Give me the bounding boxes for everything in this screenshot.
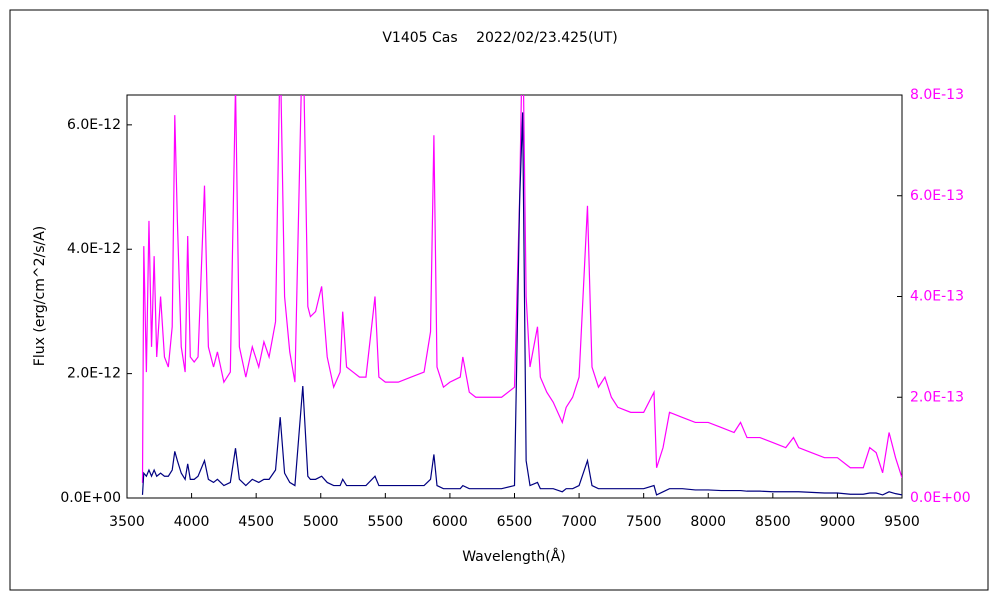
x-tick-label: 5500 xyxy=(368,514,404,530)
x-tick-label: 7500 xyxy=(626,514,662,530)
x-tick-label: 4500 xyxy=(238,514,274,530)
x-tick-label: 4000 xyxy=(174,514,210,530)
y-tick-label: 6.0E-12 xyxy=(67,117,121,133)
spectrum-line xyxy=(141,112,902,496)
x-tick-label: 9500 xyxy=(884,514,920,530)
chart-title: V1405 Cas 2022/02/23.425(UT) xyxy=(382,30,617,46)
y-tick-label: 0.0E+00 xyxy=(60,490,121,506)
spectrum-line xyxy=(141,95,902,483)
plot-area xyxy=(141,95,902,496)
x-tick-label: 7000 xyxy=(561,514,597,530)
y2-tick-label: 0.0E+00 xyxy=(910,490,971,506)
y2-tick-label: 8.0E-13 xyxy=(910,87,964,103)
y-tick-label: 4.0E-12 xyxy=(67,241,121,257)
y2-tick-label: 6.0E-13 xyxy=(910,188,964,204)
x-tick-label: 8500 xyxy=(755,514,791,530)
x-tick-label: 9000 xyxy=(820,514,856,530)
x-tick-label: 8000 xyxy=(690,514,726,530)
x-axis-label: Wavelength(Å) xyxy=(462,548,566,565)
x-tick-label: 6000 xyxy=(432,514,468,530)
x-tick-label: 6500 xyxy=(497,514,533,530)
y2-tick-label: 4.0E-13 xyxy=(910,289,964,305)
y-axis-label: Flux (erg/cm^2/s/A) xyxy=(32,226,48,366)
chart-border xyxy=(9,9,989,591)
y2-tick-label: 2.0E-13 xyxy=(910,389,964,405)
x-tick-label: 3500 xyxy=(109,514,145,530)
x-tick-label: 5000 xyxy=(303,514,339,530)
y-tick-label: 2.0E-12 xyxy=(67,366,121,382)
